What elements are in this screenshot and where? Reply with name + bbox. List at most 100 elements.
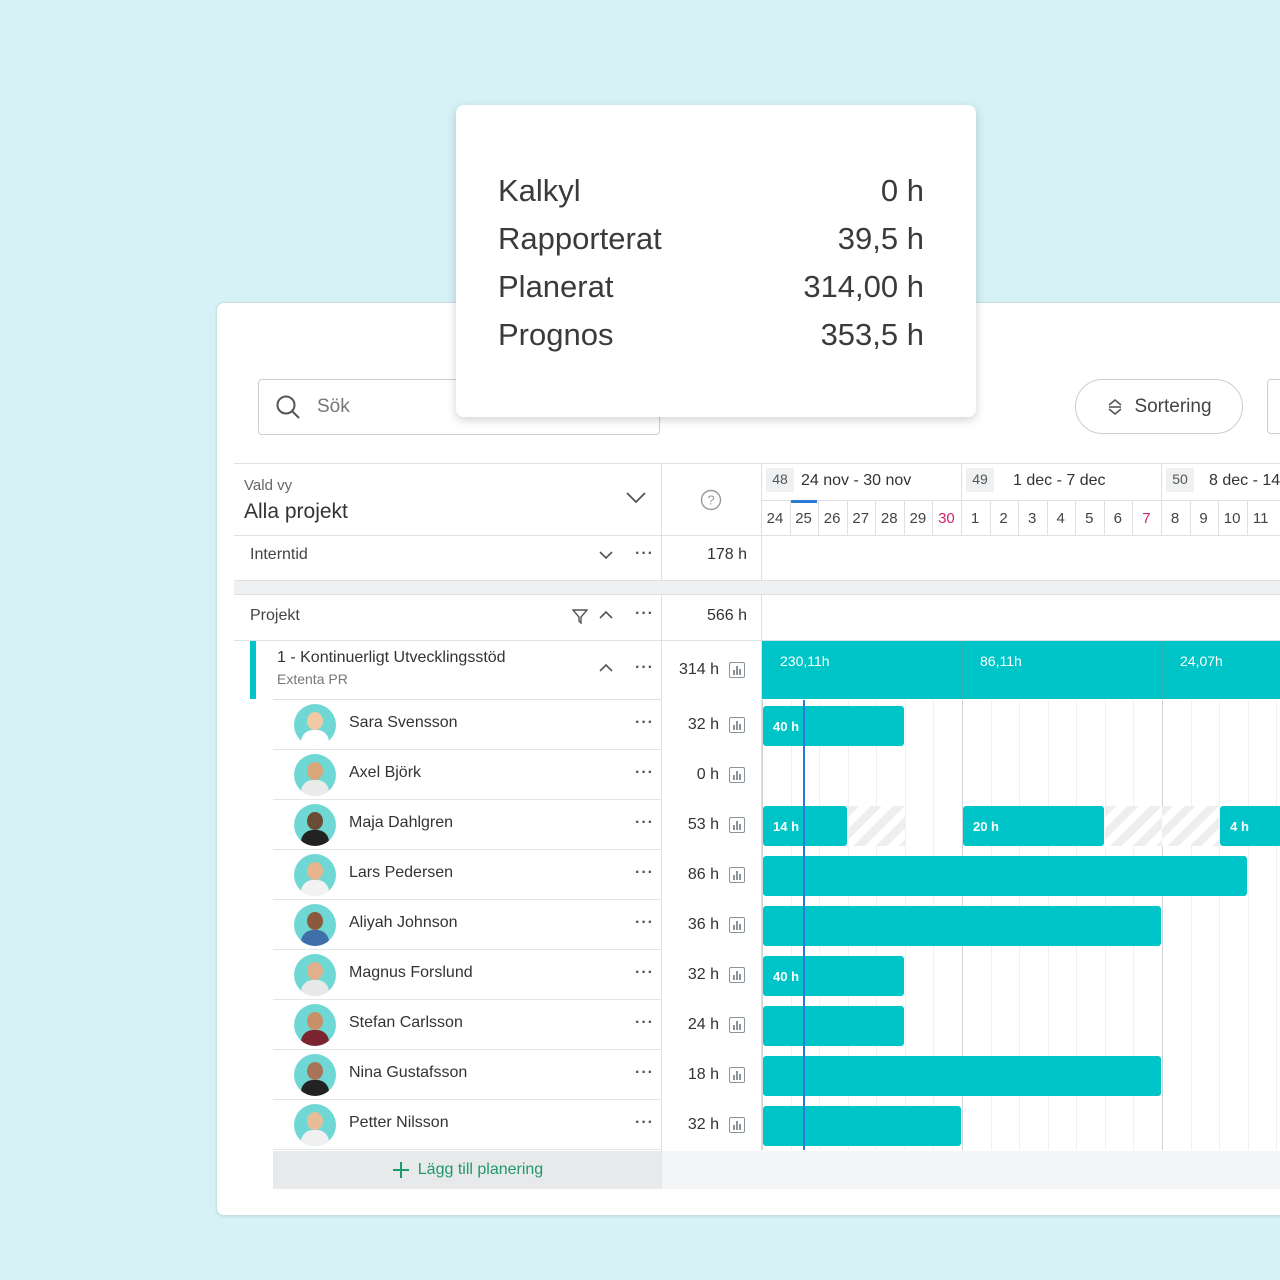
more-icon[interactable]: ··· <box>635 864 654 881</box>
allocation-bar[interactable]: 4 h <box>1220 806 1280 846</box>
search-icon <box>276 395 300 419</box>
unavailable-area <box>848 806 905 846</box>
avatar-body <box>301 1130 329 1146</box>
person-hours: 86 h <box>687 866 719 883</box>
project-client: Extenta PR <box>277 671 348 687</box>
chart-icon[interactable] <box>729 967 745 983</box>
avatar <box>294 904 336 946</box>
avatar-body <box>301 930 329 946</box>
more-icon[interactable]: ··· <box>635 1114 654 1131</box>
chart-icon[interactable] <box>729 1117 745 1133</box>
week-range: 8 dec - 14 <box>1209 472 1280 489</box>
avatar <box>294 754 336 796</box>
divider <box>1132 500 1134 535</box>
day-cell: 3 <box>1027 510 1037 527</box>
tooltip-row-planerat: Planerat 314,00 h <box>498 263 924 311</box>
day-cell: 28 <box>880 510 898 527</box>
chevron-down-icon[interactable] <box>599 551 613 560</box>
chart-icon[interactable] <box>729 662 745 678</box>
divider <box>789 500 791 535</box>
day-cell: 26 <box>823 510 841 527</box>
unavailable-area <box>1162 806 1219 846</box>
divider <box>273 699 662 700</box>
more-icon[interactable]: ··· <box>635 605 654 622</box>
chart-icon[interactable] <box>729 717 745 733</box>
person-row[interactable]: Sara Svensson ··· <box>273 700 662 750</box>
project-timeline-bar[interactable]: 230,11h 86,11h 24,07h <box>762 641 1280 699</box>
day-cell: 11 <box>1252 510 1269 527</box>
more-icon[interactable]: ··· <box>635 814 654 831</box>
chevron-up-icon[interactable] <box>599 610 613 619</box>
allocation-bar[interactable]: 40 h <box>763 706 904 746</box>
tooltip-value: 314,00 h <box>803 269 924 304</box>
today-indicator <box>790 500 817 503</box>
avatar <box>294 1104 336 1146</box>
allocation-bar[interactable] <box>763 1106 961 1146</box>
tooltip-label: Rapporterat <box>498 221 662 256</box>
chart-icon[interactable] <box>729 917 745 933</box>
more-icon[interactable]: ··· <box>635 714 654 731</box>
day-cell: 9 <box>1199 510 1208 527</box>
allocation-bar[interactable]: 20 h <box>962 806 1104 846</box>
allocation-bar[interactable] <box>763 1006 904 1046</box>
person-row[interactable]: Nina Gustafsson ··· <box>273 1050 662 1100</box>
avatar <box>294 854 336 896</box>
person-row[interactable]: Axel Björk ··· <box>273 750 662 800</box>
more-icon[interactable]: ··· <box>635 659 654 676</box>
project-title-block[interactable]: 1 - Kontinuerligt Utvecklingsstöd Extent… <box>277 649 506 687</box>
divider <box>932 500 934 535</box>
section-internal-label: Interntid <box>250 546 308 563</box>
today-line <box>803 700 805 1150</box>
day-cell: 24 <box>766 510 784 527</box>
more-icon[interactable]: ··· <box>635 1064 654 1081</box>
day-cell: 6 <box>1113 510 1123 527</box>
divider <box>761 500 762 535</box>
view-selector[interactable]: Vald vy Alla projekt <box>244 477 348 524</box>
day-cell: 8 <box>1170 510 1180 527</box>
avatar-body <box>301 880 329 896</box>
filter-icon[interactable] <box>572 608 588 624</box>
more-icon[interactable]: ··· <box>635 545 654 562</box>
avatar-body <box>301 1030 329 1046</box>
person-hours: 24 h <box>687 1016 719 1033</box>
tooltip-label: Kalkyl <box>498 173 581 208</box>
chart-icon[interactable] <box>729 1017 745 1033</box>
add-planning-button[interactable]: Lägg till planering <box>273 1151 662 1189</box>
chart-icon[interactable] <box>729 867 745 883</box>
more-icon[interactable]: ··· <box>635 964 654 981</box>
allocation-bar[interactable] <box>763 1056 1161 1096</box>
allocation-bar[interactable] <box>763 906 1161 946</box>
avatar-body <box>301 1080 329 1096</box>
chart-icon[interactable] <box>729 817 745 833</box>
person-name: Magnus Forslund <box>349 964 473 981</box>
week-range: 1 dec - 7 dec <box>1013 472 1106 489</box>
person-row[interactable]: Maja Dahlgren ··· <box>273 800 662 850</box>
day-cell: 10 <box>1223 510 1241 527</box>
person-row[interactable]: Aliyah Johnson ··· <box>273 900 662 950</box>
week-total: 230,11h <box>780 653 830 669</box>
tooltip-value: 353,5 h <box>820 317 924 352</box>
more-icon[interactable]: ··· <box>635 914 654 931</box>
person-row[interactable]: Stefan Carlsson ··· <box>273 1000 662 1050</box>
week-number: 50 <box>1166 468 1194 492</box>
more-icon[interactable]: ··· <box>635 1014 654 1031</box>
person-row[interactable]: Lars Pedersen ··· <box>273 850 662 900</box>
plus-icon <box>392 1162 409 1178</box>
person-row[interactable]: Magnus Forslund ··· <box>273 950 662 1000</box>
day-cell: 27 <box>852 510 870 527</box>
tooltip-row-rapporterat: Rapporterat 39,5 h <box>498 215 924 263</box>
allocation-bar[interactable]: 40 h <box>763 956 904 996</box>
chevron-up-icon[interactable] <box>599 663 613 672</box>
divider <box>846 500 848 535</box>
more-icon[interactable]: ··· <box>635 764 654 781</box>
divider <box>1161 500 1162 535</box>
help-icon[interactable]: ? <box>700 489 722 511</box>
person-row[interactable]: Petter Nilsson ··· <box>273 1100 662 1150</box>
sort-button[interactable]: Sortering <box>1075 379 1243 434</box>
toolbar-extra-button[interactable] <box>1267 379 1280 434</box>
chart-icon[interactable] <box>729 1067 745 1083</box>
chart-icon[interactable] <box>729 767 745 783</box>
chevron-down-icon[interactable] <box>625 491 647 505</box>
allocation-bar[interactable] <box>763 856 1247 896</box>
